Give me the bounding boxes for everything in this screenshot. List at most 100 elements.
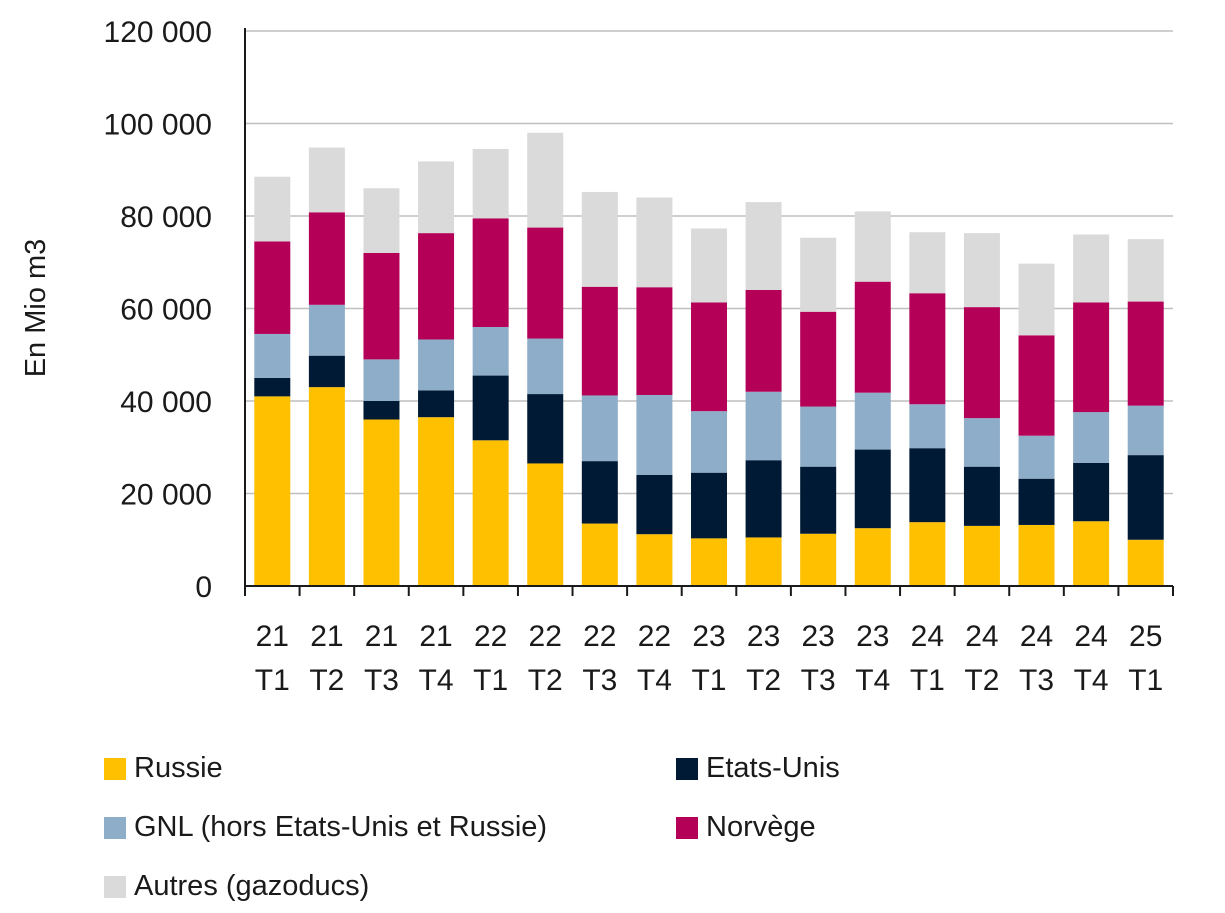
- bar-segment-norv-ge: [254, 241, 291, 334]
- x-tick-label: 22 T1: [473, 620, 508, 697]
- legend-label: Norvège: [706, 811, 816, 843]
- bar-segment-autres-gazoducs: [472, 148, 509, 219]
- bar-segment-gnl-hors-etats-unis-et-russie: [800, 406, 837, 467]
- bar-segment-russie: [1018, 524, 1055, 586]
- bar-segment-gnl-hors-etats-unis-et-russie: [363, 359, 400, 401]
- x-tick-label: 25 T1: [1128, 620, 1163, 697]
- bar-segment-autres-gazoducs: [1018, 263, 1055, 336]
- legend-item: Norvège: [676, 811, 816, 844]
- y-tick-label: 60 000: [120, 294, 212, 327]
- bar-segment-russie: [909, 522, 946, 586]
- y-tick-label: 120 000: [104, 16, 212, 49]
- bar-segment-etats-unis: [745, 460, 782, 538]
- x-tick-label: 24 T4: [1074, 620, 1109, 697]
- legend-item: Etats-Unis: [676, 752, 840, 785]
- bar-segment-etats-unis: [472, 375, 509, 441]
- x-tick-label: 21 T2: [309, 620, 344, 697]
- bar-segment-gnl-hors-etats-unis-et-russie: [963, 418, 1000, 467]
- x-tick-label: 22 T2: [528, 620, 563, 697]
- bar-segment-gnl-hors-etats-unis-et-russie: [1018, 435, 1055, 479]
- bar-segment-autres-gazoducs: [1073, 234, 1110, 303]
- bar-segment-etats-unis: [363, 401, 400, 420]
- bar-segment-autres-gazoducs: [854, 211, 891, 282]
- axes: [244, 28, 1174, 596]
- bar-segment-norv-ge: [363, 253, 400, 360]
- bar-segment-etats-unis: [308, 355, 345, 388]
- x-tick-label: 22 T4: [637, 620, 672, 697]
- bar-segment-autres-gazoducs: [363, 188, 400, 253]
- bar-segment-autres-gazoducs: [800, 237, 837, 312]
- x-tick-label: 21 T4: [419, 620, 454, 697]
- x-tick-label: 23 T1: [691, 620, 726, 697]
- y-tick-label: 20 000: [120, 479, 212, 512]
- y-tick-label: 100 000: [104, 109, 212, 142]
- bar-segment-russie: [1127, 539, 1164, 586]
- bar-segment-autres-gazoducs: [527, 132, 564, 228]
- bar-segment-russie: [308, 387, 345, 586]
- x-tick-label: 21 T1: [255, 620, 290, 697]
- bar-segment-etats-unis: [1073, 462, 1110, 522]
- bar-segment-russie: [636, 534, 673, 586]
- bar-segment-russie: [254, 396, 291, 586]
- bar-segment-russie: [963, 525, 1000, 586]
- bar-segment-autres-gazoducs: [636, 197, 673, 288]
- legend-item: Russie: [104, 752, 223, 785]
- bar-segment-etats-unis: [527, 394, 564, 464]
- bar-segment-gnl-hors-etats-unis-et-russie: [1073, 412, 1110, 463]
- bar-segment-gnl-hors-etats-unis-et-russie: [254, 333, 291, 378]
- bar-segment-gnl-hors-etats-unis-et-russie: [1127, 405, 1164, 456]
- bar-segment-autres-gazoducs: [691, 228, 727, 303]
- bar-segment-norv-ge: [854, 281, 891, 393]
- x-tick-labels: 21 T1 21 T2 21 T3 21 T4 22 T1 22 T2 22 T3 22 T4 23 T1 23 T2…: [255, 620, 1163, 697]
- bar-segment-gnl-hors-etats-unis-et-russie: [854, 392, 891, 450]
- bar-segment-gnl-hors-etats-unis-et-russie: [691, 411, 727, 473]
- bar-segment-norv-ge: [418, 233, 455, 340]
- bar-segment-norv-ge: [691, 302, 727, 412]
- bar-segment-russie: [527, 463, 564, 586]
- legend-swatch: [676, 757, 698, 780]
- bar-segment-norv-ge: [909, 293, 946, 405]
- legend-swatch: [104, 816, 126, 839]
- bar-segment-norv-ge: [636, 287, 673, 395]
- bar-segment-etats-unis: [636, 475, 673, 535]
- legend-swatch: [104, 757, 126, 780]
- x-tick-label: 22 T3: [582, 620, 617, 697]
- bar-segment-russie: [363, 419, 400, 586]
- x-tick-label: 23 T4: [855, 620, 890, 697]
- bar-segment-etats-unis: [1127, 455, 1164, 540]
- bar-segment-autres-gazoducs: [1127, 239, 1164, 302]
- bar-segment-russie: [854, 528, 891, 586]
- bar-segment-norv-ge: [963, 307, 1000, 419]
- legend-swatch: [104, 875, 126, 898]
- bar-segment-norv-ge: [1073, 302, 1110, 413]
- bar-segment-etats-unis: [854, 449, 891, 529]
- bar-segment-gnl-hors-etats-unis-et-russie: [308, 304, 345, 356]
- bar-segment-etats-unis: [418, 390, 455, 418]
- legend-swatch: [676, 816, 698, 839]
- bar-segment-russie: [581, 523, 618, 586]
- bar-segment-autres-gazoducs: [963, 233, 1000, 308]
- bar-segment-gnl-hors-etats-unis-et-russie: [527, 338, 564, 395]
- bar-segment-etats-unis: [909, 448, 946, 523]
- bar-segment-etats-unis: [800, 466, 837, 534]
- bar-segment-etats-unis: [581, 461, 618, 524]
- bar-segment-etats-unis: [691, 472, 727, 539]
- bar-segment-russie: [418, 417, 455, 586]
- bar-segment-gnl-hors-etats-unis-et-russie: [418, 339, 455, 391]
- legend-item: GNL (hors Etats-Unis et Russie): [104, 811, 547, 844]
- y-tick-labels: 0 20 000 40 000 60 000 80 000 100 000 120 000: [104, 16, 212, 604]
- bar-segment-norv-ge: [527, 227, 564, 339]
- y-tick-label: 80 000: [120, 201, 212, 234]
- bar-segment-norv-ge: [472, 218, 509, 327]
- x-tick-label: 24 T3: [1019, 620, 1054, 697]
- bar-segment-etats-unis: [1018, 478, 1055, 525]
- y-tick-label: 0: [195, 571, 212, 604]
- bar-segment-russie: [691, 538, 727, 586]
- legend-label: Autres (gazoducs): [134, 870, 370, 902]
- x-tick-label: 23 T2: [746, 620, 781, 697]
- bar-segment-norv-ge: [745, 290, 782, 392]
- legend-label: Etats-Unis: [706, 752, 840, 784]
- bar-segment-gnl-hors-etats-unis-et-russie: [745, 391, 782, 461]
- bar-segment-russie: [800, 533, 837, 586]
